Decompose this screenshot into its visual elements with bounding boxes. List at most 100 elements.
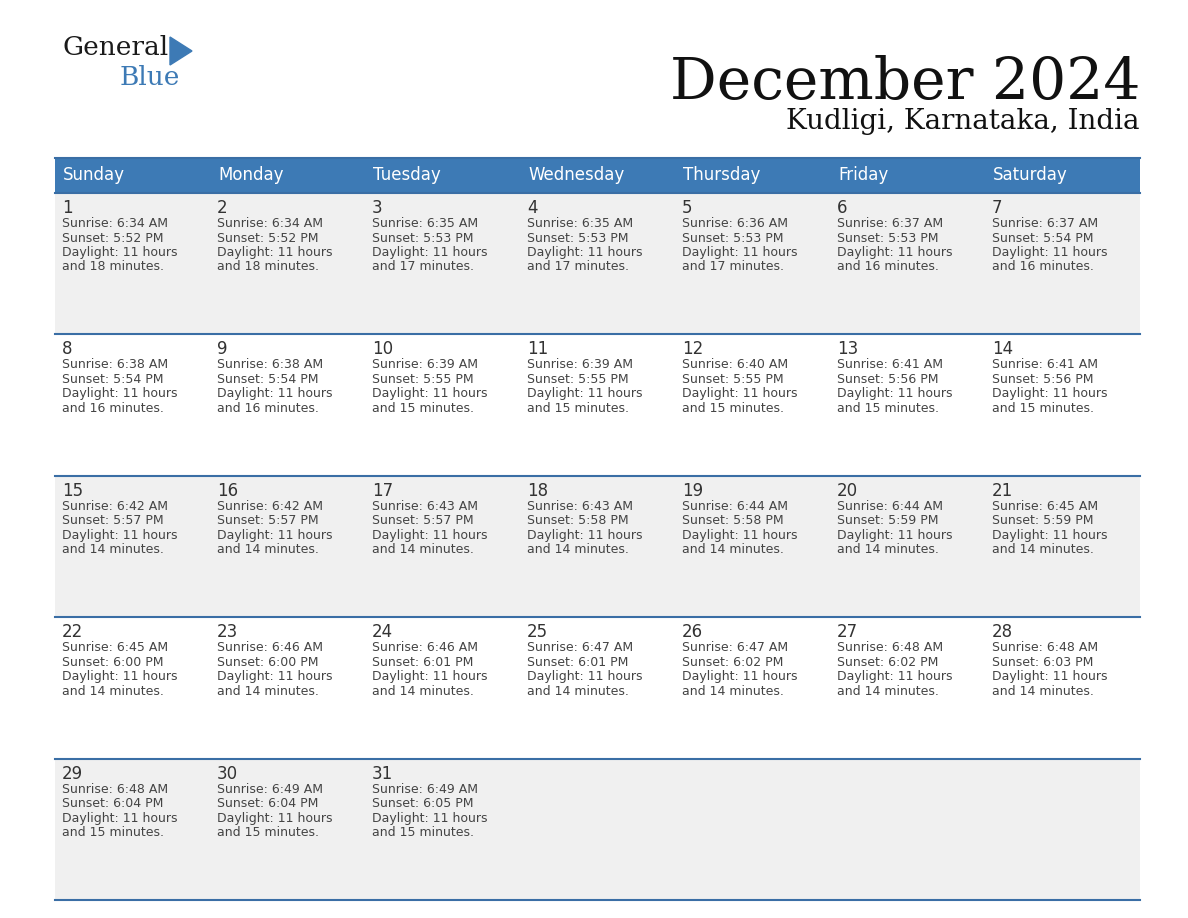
Text: Sunset: 5:56 PM: Sunset: 5:56 PM (992, 373, 1093, 386)
Text: and 14 minutes.: and 14 minutes. (838, 543, 939, 556)
Text: Daylight: 11 hours: Daylight: 11 hours (372, 387, 487, 400)
Bar (365, 158, 520, 193)
Text: and 15 minutes.: and 15 minutes. (372, 402, 474, 415)
Text: Sunset: 6:01 PM: Sunset: 6:01 PM (372, 655, 473, 668)
Text: Daylight: 11 hours: Daylight: 11 hours (217, 670, 333, 683)
Bar (55, 617, 1140, 758)
Text: Tuesday: Tuesday (373, 166, 441, 185)
Text: Sunrise: 6:43 AM: Sunrise: 6:43 AM (527, 499, 633, 513)
Text: Sunrise: 6:48 AM: Sunrise: 6:48 AM (62, 783, 169, 796)
Text: Sunrise: 6:41 AM: Sunrise: 6:41 AM (838, 358, 943, 372)
Text: 28: 28 (992, 623, 1013, 641)
Text: Sunset: 6:04 PM: Sunset: 6:04 PM (62, 797, 164, 810)
Text: and 14 minutes.: and 14 minutes. (682, 543, 784, 556)
Text: Daylight: 11 hours: Daylight: 11 hours (217, 812, 333, 824)
Text: 26: 26 (682, 623, 703, 641)
Text: Kudligi, Karnataka, India: Kudligi, Karnataka, India (786, 108, 1140, 135)
Text: and 15 minutes.: and 15 minutes. (372, 826, 474, 839)
Text: Sunset: 5:56 PM: Sunset: 5:56 PM (838, 373, 939, 386)
Text: Sunset: 6:01 PM: Sunset: 6:01 PM (527, 655, 628, 668)
Text: 20: 20 (838, 482, 858, 499)
Text: and 14 minutes.: and 14 minutes. (62, 685, 164, 698)
Text: and 14 minutes.: and 14 minutes. (217, 543, 318, 556)
Text: and 16 minutes.: and 16 minutes. (62, 402, 164, 415)
Text: Sunrise: 6:44 AM: Sunrise: 6:44 AM (682, 499, 788, 513)
Text: 25: 25 (527, 623, 548, 641)
Text: 8: 8 (62, 341, 72, 358)
Text: Daylight: 11 hours: Daylight: 11 hours (217, 529, 333, 542)
Text: Sunrise: 6:48 AM: Sunrise: 6:48 AM (992, 641, 1098, 655)
Polygon shape (170, 37, 192, 65)
Text: Sunset: 5:53 PM: Sunset: 5:53 PM (838, 231, 939, 244)
Text: 11: 11 (527, 341, 548, 358)
Text: 15: 15 (62, 482, 83, 499)
Text: Daylight: 11 hours: Daylight: 11 hours (682, 670, 797, 683)
Text: 3: 3 (372, 199, 383, 217)
Text: Daylight: 11 hours: Daylight: 11 hours (992, 387, 1107, 400)
Text: Sunset: 5:59 PM: Sunset: 5:59 PM (838, 514, 939, 527)
Text: 31: 31 (372, 765, 393, 783)
Text: Sunrise: 6:49 AM: Sunrise: 6:49 AM (217, 783, 323, 796)
Text: Sunrise: 6:44 AM: Sunrise: 6:44 AM (838, 499, 943, 513)
Text: Sunrise: 6:41 AM: Sunrise: 6:41 AM (992, 358, 1098, 372)
Bar (985, 158, 1140, 193)
Text: Daylight: 11 hours: Daylight: 11 hours (527, 529, 643, 542)
Text: Daylight: 11 hours: Daylight: 11 hours (527, 670, 643, 683)
Text: Daylight: 11 hours: Daylight: 11 hours (992, 529, 1107, 542)
Text: Sunrise: 6:42 AM: Sunrise: 6:42 AM (217, 499, 323, 513)
Text: Sunrise: 6:38 AM: Sunrise: 6:38 AM (217, 358, 323, 372)
Text: Sunset: 5:53 PM: Sunset: 5:53 PM (682, 231, 784, 244)
Text: Sunset: 6:00 PM: Sunset: 6:00 PM (62, 655, 164, 668)
Text: Sunrise: 6:45 AM: Sunrise: 6:45 AM (62, 641, 169, 655)
Text: Sunrise: 6:48 AM: Sunrise: 6:48 AM (838, 641, 943, 655)
Text: Daylight: 11 hours: Daylight: 11 hours (62, 529, 177, 542)
Text: 22: 22 (62, 623, 83, 641)
Text: Sunset: 5:54 PM: Sunset: 5:54 PM (62, 373, 164, 386)
Text: 7: 7 (992, 199, 1003, 217)
Text: and 15 minutes.: and 15 minutes. (838, 402, 939, 415)
Text: Daylight: 11 hours: Daylight: 11 hours (372, 812, 487, 824)
Text: and 18 minutes.: and 18 minutes. (62, 261, 164, 274)
Text: Daylight: 11 hours: Daylight: 11 hours (838, 670, 953, 683)
Text: 1: 1 (62, 199, 72, 217)
Text: 29: 29 (62, 765, 83, 783)
Text: Sunrise: 6:45 AM: Sunrise: 6:45 AM (992, 499, 1098, 513)
Text: Blue: Blue (120, 65, 181, 90)
Text: Friday: Friday (838, 166, 889, 185)
Text: 2: 2 (217, 199, 228, 217)
Text: and 17 minutes.: and 17 minutes. (527, 261, 628, 274)
Text: Sunset: 6:02 PM: Sunset: 6:02 PM (682, 655, 783, 668)
Text: Saturday: Saturday (993, 166, 1068, 185)
Text: Sunrise: 6:49 AM: Sunrise: 6:49 AM (372, 783, 478, 796)
Text: Sunrise: 6:47 AM: Sunrise: 6:47 AM (682, 641, 788, 655)
Text: and 14 minutes.: and 14 minutes. (217, 685, 318, 698)
Text: Sunset: 5:54 PM: Sunset: 5:54 PM (217, 373, 318, 386)
Text: Sunrise: 6:35 AM: Sunrise: 6:35 AM (527, 217, 633, 230)
Text: Daylight: 11 hours: Daylight: 11 hours (372, 246, 487, 259)
Text: and 14 minutes.: and 14 minutes. (527, 543, 628, 556)
Text: Daylight: 11 hours: Daylight: 11 hours (992, 670, 1107, 683)
Text: Sunrise: 6:37 AM: Sunrise: 6:37 AM (838, 217, 943, 230)
Text: Sunset: 5:59 PM: Sunset: 5:59 PM (992, 514, 1093, 527)
Text: Sunset: 5:57 PM: Sunset: 5:57 PM (372, 514, 474, 527)
Text: Sunset: 5:55 PM: Sunset: 5:55 PM (372, 373, 474, 386)
Text: Sunset: 5:55 PM: Sunset: 5:55 PM (682, 373, 784, 386)
Bar (55, 758, 1140, 900)
Text: Sunrise: 6:43 AM: Sunrise: 6:43 AM (372, 499, 478, 513)
Text: Sunrise: 6:34 AM: Sunrise: 6:34 AM (62, 217, 168, 230)
Bar (55, 193, 1140, 334)
Text: and 14 minutes.: and 14 minutes. (62, 543, 164, 556)
Text: and 15 minutes.: and 15 minutes. (682, 402, 784, 415)
Text: and 16 minutes.: and 16 minutes. (838, 261, 939, 274)
Bar (830, 158, 985, 193)
Text: Sunrise: 6:42 AM: Sunrise: 6:42 AM (62, 499, 168, 513)
Text: and 14 minutes.: and 14 minutes. (682, 685, 784, 698)
Text: Sunrise: 6:36 AM: Sunrise: 6:36 AM (682, 217, 788, 230)
Text: Daylight: 11 hours: Daylight: 11 hours (992, 246, 1107, 259)
Text: December 2024: December 2024 (670, 55, 1140, 111)
Text: Sunset: 5:53 PM: Sunset: 5:53 PM (527, 231, 628, 244)
Text: 9: 9 (217, 341, 227, 358)
Text: and 14 minutes.: and 14 minutes. (992, 685, 1094, 698)
Text: and 17 minutes.: and 17 minutes. (372, 261, 474, 274)
Text: Sunrise: 6:38 AM: Sunrise: 6:38 AM (62, 358, 169, 372)
